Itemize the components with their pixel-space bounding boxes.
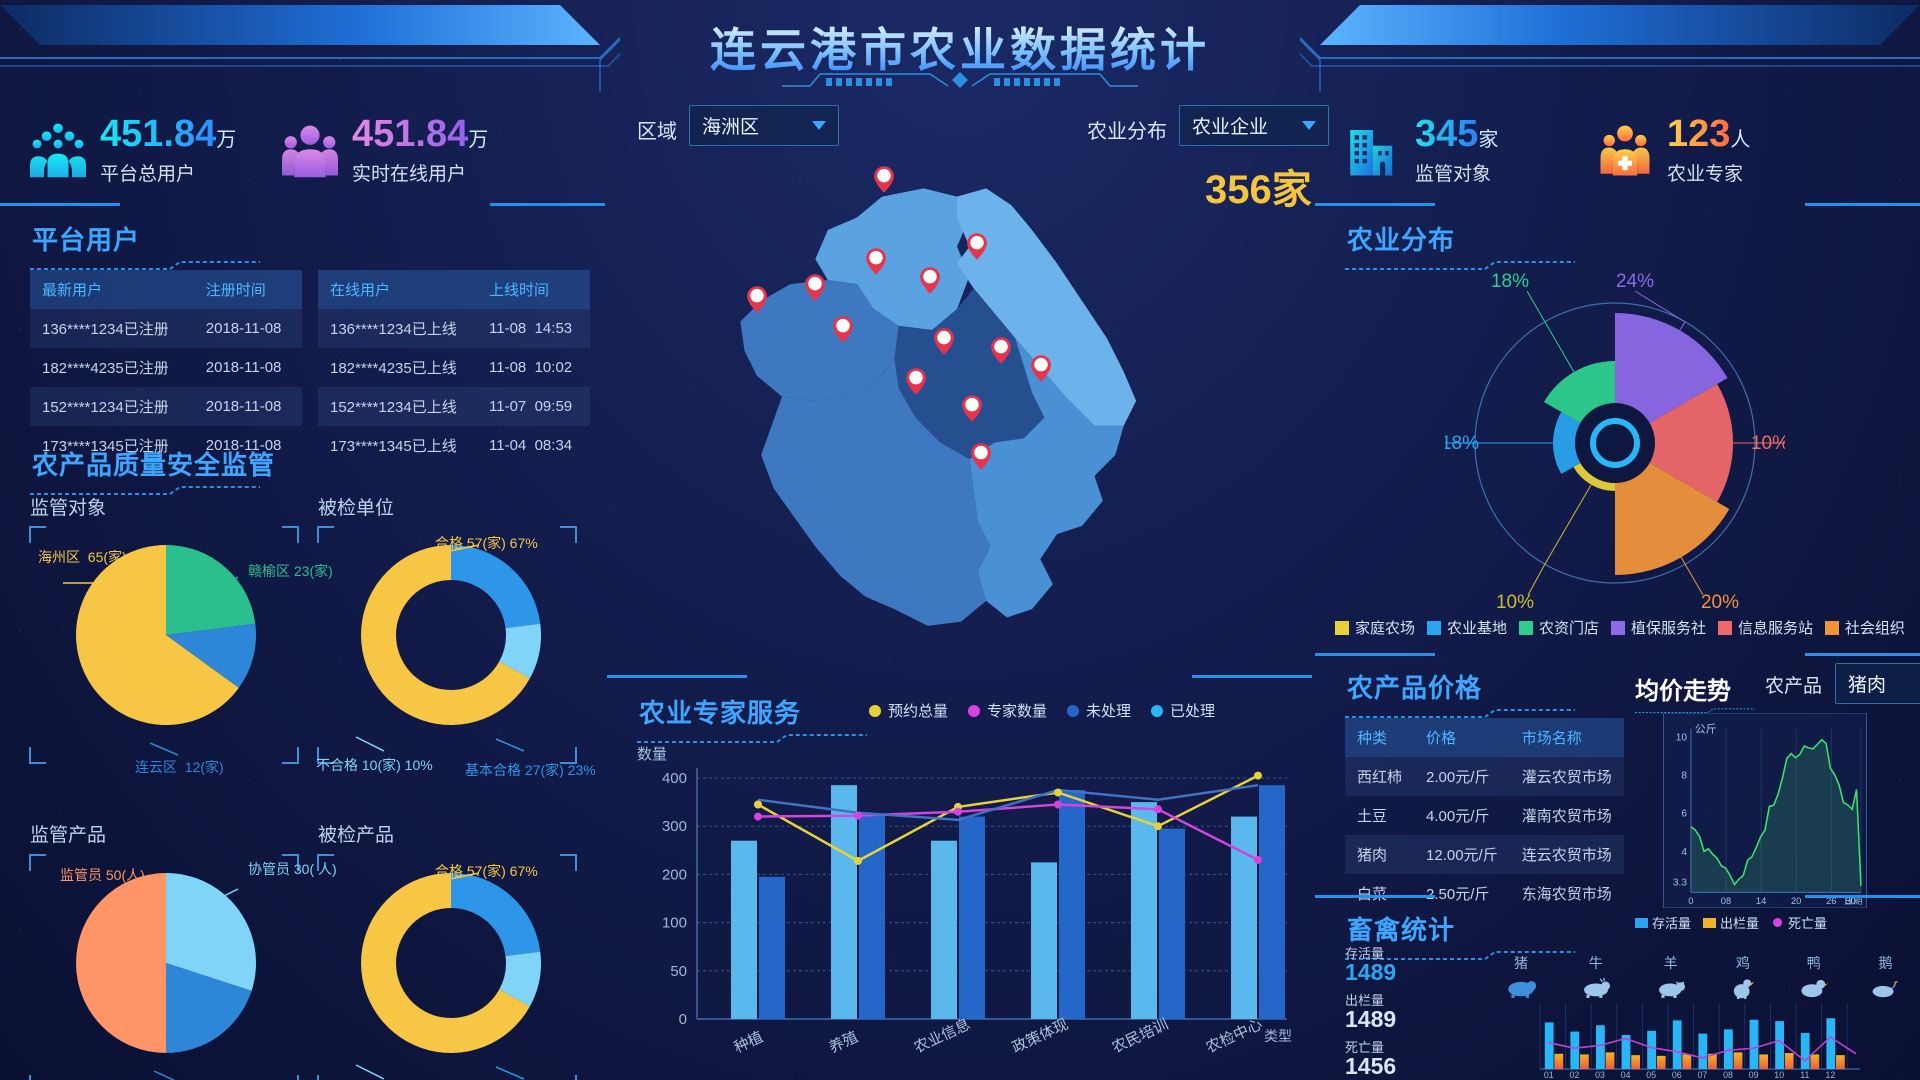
svg-text:11: 11 xyxy=(1800,1070,1809,1080)
svg-text:4: 4 xyxy=(1681,847,1687,858)
svg-text:政策体现: 政策体现 xyxy=(1010,1016,1072,1057)
svg-text:200: 200 xyxy=(662,866,687,883)
svg-text:20%: 20% xyxy=(1701,592,1739,613)
svg-text:05: 05 xyxy=(1646,1070,1656,1080)
svg-text:种植: 种植 xyxy=(732,1029,766,1057)
svg-text:18%: 18% xyxy=(1445,433,1479,454)
svg-text:300: 300 xyxy=(662,818,687,835)
svg-text:18%: 18% xyxy=(1491,273,1529,292)
svg-text:6: 6 xyxy=(1681,809,1687,820)
svg-text:50: 50 xyxy=(670,963,687,980)
svg-text:0: 0 xyxy=(679,1011,687,1028)
svg-text:04: 04 xyxy=(1621,1070,1631,1080)
svg-text:农业信息: 农业信息 xyxy=(912,1016,974,1057)
svg-text:07: 07 xyxy=(1698,1070,1708,1080)
svg-text:农民培训: 农民培训 xyxy=(1110,1016,1172,1057)
svg-text:12: 12 xyxy=(1826,1070,1836,1080)
svg-text:02: 02 xyxy=(1570,1070,1580,1080)
svg-text:400: 400 xyxy=(662,770,687,787)
svg-text:农检中心: 农检中心 xyxy=(1204,1016,1266,1057)
svg-text:24%: 24% xyxy=(1616,273,1654,292)
svg-text:100: 100 xyxy=(662,915,687,932)
svg-text:09: 09 xyxy=(1749,1070,1759,1080)
svg-text:10: 10 xyxy=(1774,1070,1784,1080)
svg-text:3.3: 3.3 xyxy=(1673,877,1687,888)
svg-text:10: 10 xyxy=(1676,732,1688,743)
svg-text:8: 8 xyxy=(1681,771,1687,782)
svg-text:01: 01 xyxy=(1544,1070,1554,1080)
svg-text:10%: 10% xyxy=(1751,433,1785,454)
svg-text:公斤: 公斤 xyxy=(1695,723,1717,736)
svg-text:养殖: 养殖 xyxy=(827,1029,861,1057)
svg-text:06: 06 xyxy=(1672,1070,1682,1080)
svg-text:03: 03 xyxy=(1595,1070,1605,1080)
svg-text:类型: 类型 xyxy=(1264,1028,1292,1044)
svg-text:08: 08 xyxy=(1723,1070,1733,1080)
svg-text:10%: 10% xyxy=(1496,592,1534,613)
